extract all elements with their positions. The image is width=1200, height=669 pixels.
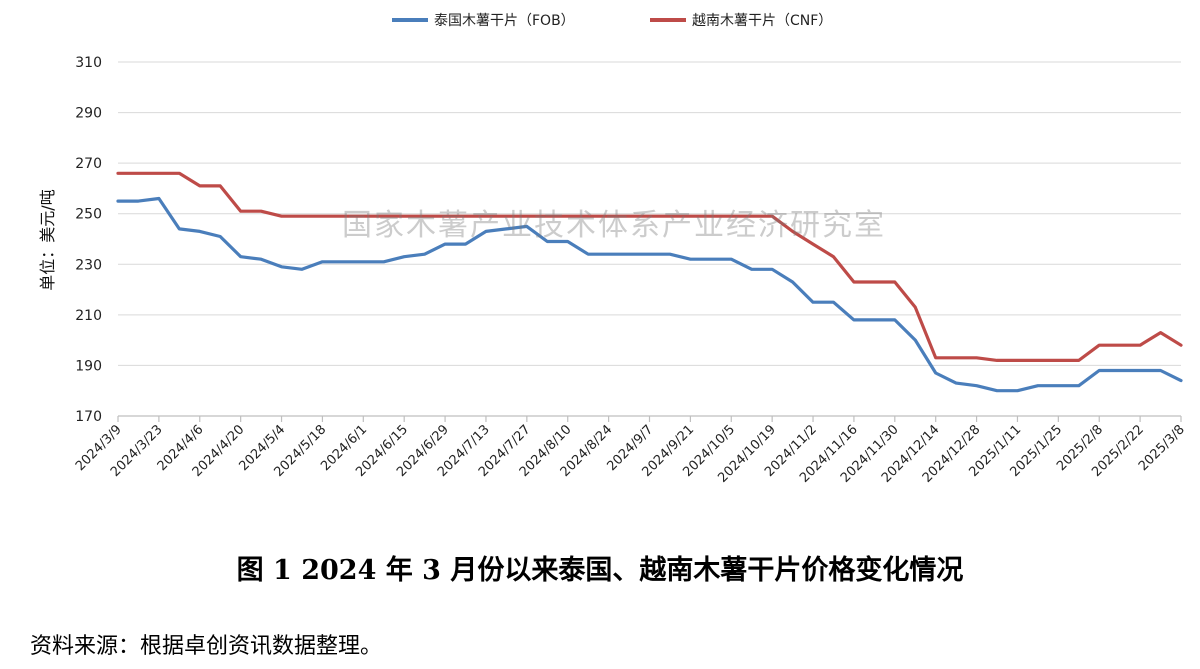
y-tick-label: 170 [75, 409, 102, 425]
y-axis-label: 单位：美元/吨 [38, 189, 57, 291]
gridlines [118, 61, 1181, 366]
y-tick-label: 190 [75, 358, 102, 374]
y-axis-ticks: 170 190 210 230 250 270 290 310 [75, 55, 102, 425]
series-line-vietnam [116, 171, 1183, 362]
series-lines [116, 171, 1183, 393]
y-tick-label: 270 [75, 156, 102, 172]
x-axis-ticks: 2024/3/92024/3/232024/4/62024/4/202024/5… [73, 416, 1188, 486]
legend: 泰国木薯干片（FOB） 越南木薯干片（CNF） [0, 10, 1200, 32]
y-tick-label: 310 [75, 55, 102, 71]
y-tick-label: 290 [75, 106, 102, 122]
watermark-text: 国家木薯产业技术体系产业经济研究室 [342, 208, 886, 243]
data-source-note: 资料来源：根据卓创资讯数据整理。 [30, 634, 383, 659]
legend-item-vietnam: 越南木薯干片（CNF） [650, 10, 832, 30]
series-line-thailand [116, 196, 1183, 393]
legend-swatch-thailand [392, 18, 428, 22]
legend-item-thailand: 泰国木薯干片（FOB） [392, 10, 575, 30]
line-chart: 170 190 210 230 250 270 290 310 2024/3/92024/3/… [73, 55, 1188, 486]
legend-label-vietnam: 越南木薯干片（CNF） [692, 13, 833, 29]
legend-swatch-vietnam [650, 18, 686, 22]
legend-label-thailand: 泰国木薯干片（FOB） [434, 13, 575, 29]
y-tick-label: 210 [75, 308, 102, 324]
y-tick-label: 250 [75, 207, 102, 223]
figure-caption: 图 1 2024 年 3 月份以来泰国、越南木薯干片价格变化情况 [236, 555, 964, 586]
y-tick-label: 230 [75, 257, 102, 273]
